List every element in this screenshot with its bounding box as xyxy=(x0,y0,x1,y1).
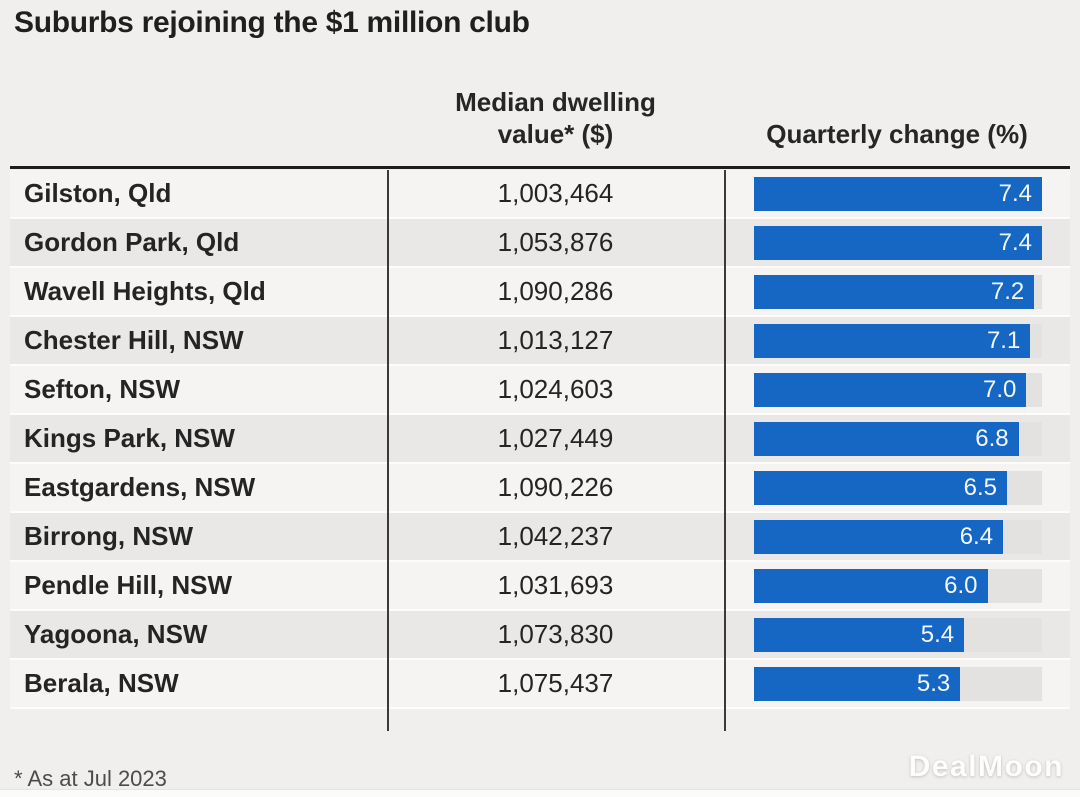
column-header-median-value: Median dwelling value* ($) xyxy=(387,86,724,150)
bar-value-label: 6.8 xyxy=(975,424,1009,452)
bar-track: 6.8 xyxy=(754,421,1042,456)
suburb-name-cell: Yagoona, NSW xyxy=(24,619,208,649)
suburb-name-cell: Pendle Hill, NSW xyxy=(24,570,233,600)
table-row: Yagoona, NSW 1,073,830 5.4 xyxy=(10,611,1070,660)
median-value-cell: 1,024,603 xyxy=(497,374,614,404)
table-row: Pendle Hill, NSW 1,031,693 6.0 xyxy=(10,562,1070,611)
table-row: Kings Park, NSW 1,027,449 6.8 xyxy=(10,415,1070,464)
quarterly-change-cell: 6.4 xyxy=(724,519,1070,554)
bar-value-label: 7.2 xyxy=(990,277,1025,305)
bar-value-label: 6.4 xyxy=(959,522,994,550)
bar-value-label: 7.0 xyxy=(983,375,1017,403)
table-row: Chester Hill, NSW 1,013,127 7.1 xyxy=(10,317,1070,366)
suburb-name-cell: Birrong, NSW xyxy=(24,521,193,551)
bar-track: 6.4 xyxy=(754,519,1042,554)
bar-fill: 6.8 xyxy=(754,421,1019,456)
median-value-cell: 1,075,437 xyxy=(497,668,614,698)
median-value-cell: 1,013,127 xyxy=(497,325,614,355)
bar-fill: 6.4 xyxy=(754,519,1004,554)
median-value-cell: 1,073,830 xyxy=(497,619,614,649)
column-divider-2 xyxy=(724,170,726,731)
table-row: Gilston, Qld 1,003,464 7.4 xyxy=(10,170,1070,219)
suburb-name-cell: Wavell Heights, Qld xyxy=(24,276,266,306)
median-value-cell: 1,003,464 xyxy=(497,178,614,208)
quarterly-change-cell: 7.4 xyxy=(724,225,1070,260)
quarterly-change-cell: 5.4 xyxy=(724,617,1070,652)
bar-value-label: 7.4 xyxy=(998,179,1032,207)
header-rule xyxy=(10,166,1070,169)
page-title: Suburbs rejoining the $1 million club xyxy=(14,6,530,39)
median-value-cell: 1,090,226 xyxy=(497,472,614,502)
bar-track: 7.4 xyxy=(754,225,1042,260)
bar-fill: 6.0 xyxy=(754,568,988,603)
bar-value-label: 6.5 xyxy=(963,473,997,501)
table-row: Birrong, NSW 1,042,237 6.4 xyxy=(10,513,1070,562)
median-value-cell: 1,027,449 xyxy=(497,423,614,453)
table-row: Eastgardens, NSW 1,090,226 6.5 xyxy=(10,464,1070,513)
bar-fill: 7.0 xyxy=(754,372,1027,407)
median-value-cell: 1,042,237 xyxy=(497,521,614,551)
table-row: Gordon Park, Qld 1,053,876 7.4 xyxy=(10,219,1070,268)
bar-track: 5.3 xyxy=(754,666,1042,701)
quarterly-change-cell: 6.0 xyxy=(724,568,1070,603)
table-row: Sefton, NSW 1,024,603 7.0 xyxy=(10,366,1070,415)
quarterly-change-cell: 5.3 xyxy=(724,666,1070,701)
bar-track: 7.4 xyxy=(754,176,1042,211)
bar-fill: 5.4 xyxy=(754,617,965,652)
column-divider-1 xyxy=(387,170,389,731)
suburb-name-cell: Chester Hill, NSW xyxy=(24,325,244,355)
bar-fill: 7.4 xyxy=(754,176,1042,211)
bar-value-label: 7.4 xyxy=(998,228,1032,256)
quarterly-change-cell: 6.5 xyxy=(724,470,1070,505)
column-header-quarterly-change: Quarterly change (%) xyxy=(766,119,1028,149)
table-row: Berala, NSW 1,075,437 5.3 xyxy=(10,660,1070,709)
median-value-cell: 1,053,876 xyxy=(497,227,614,257)
bar-track: 6.5 xyxy=(754,470,1042,505)
quarterly-change-cell: 7.0 xyxy=(724,372,1070,407)
median-value-cell: 1,090,286 xyxy=(497,276,614,306)
suburb-name-cell: Gordon Park, Qld xyxy=(24,227,240,257)
suburb-name-cell: Sefton, NSW xyxy=(24,374,180,404)
bar-fill: 7.4 xyxy=(754,225,1042,260)
bar-track: 7.1 xyxy=(754,323,1042,358)
suburb-name-cell: Berala, NSW xyxy=(24,668,179,698)
bar-track: 6.0 xyxy=(754,568,1042,603)
table-row: Wavell Heights, Qld 1,090,286 7.2 xyxy=(10,268,1070,317)
suburb-name-cell: Eastgardens, NSW xyxy=(24,472,256,502)
suburb-name-cell: Kings Park, NSW xyxy=(24,423,235,453)
bar-fill: 6.5 xyxy=(754,470,1007,505)
quarterly-change-cell: 6.8 xyxy=(724,421,1070,456)
column-header-median-value-line1: Median dwelling xyxy=(455,87,656,117)
bar-track: 7.2 xyxy=(754,274,1042,309)
bar-value-label: 7.1 xyxy=(986,326,1021,354)
bar-value-label: 5.4 xyxy=(920,620,955,648)
quarterly-change-cell: 7.4 xyxy=(724,176,1070,211)
quarterly-change-cell: 7.1 xyxy=(724,323,1070,358)
suburbs-table: Gilston, Qld 1,003,464 7.4 Gordon Park, … xyxy=(10,170,1070,731)
suburb-name-cell: Gilston, Qld xyxy=(24,178,172,208)
bar-fill: 7.2 xyxy=(754,274,1035,309)
bar-track: 7.0 xyxy=(754,372,1042,407)
bar-value-label: 5.3 xyxy=(916,669,951,697)
footnote: * As at Jul 2023 xyxy=(14,766,167,791)
bar-value-label: 6.0 xyxy=(944,571,978,599)
bottom-strip xyxy=(0,789,1080,797)
watermark-dealmoon: DealMoon xyxy=(908,750,1064,783)
quarterly-change-cell: 7.2 xyxy=(724,274,1070,309)
column-header-median-value-line2: value* ($) xyxy=(497,119,614,149)
bar-fill: 7.1 xyxy=(754,323,1031,358)
bar-track: 5.4 xyxy=(754,617,1042,652)
median-value-cell: 1,031,693 xyxy=(497,570,614,600)
bar-fill: 5.3 xyxy=(754,666,961,701)
